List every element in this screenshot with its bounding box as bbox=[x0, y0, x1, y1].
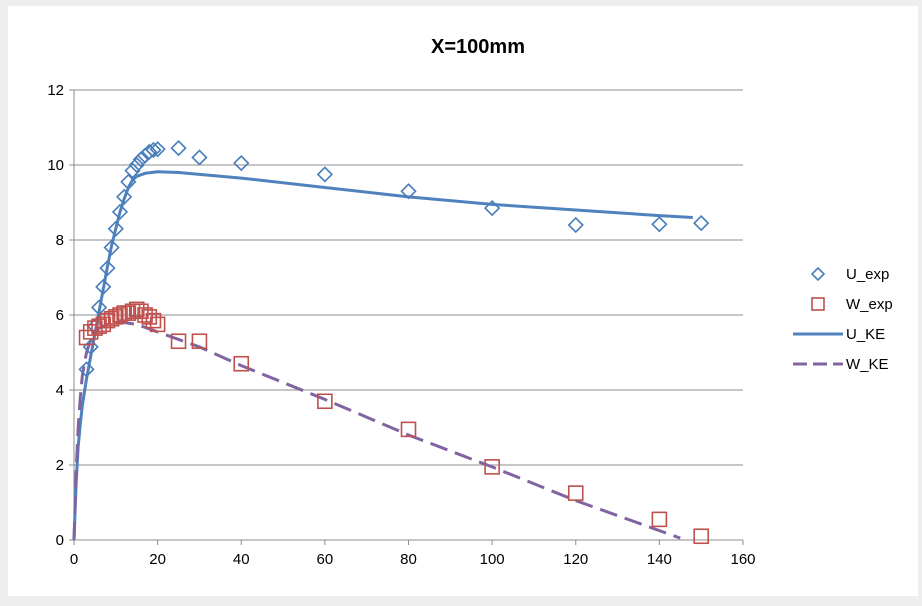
data-point bbox=[651, 216, 668, 233]
data-point bbox=[693, 528, 709, 545]
y-tick-label: 0 bbox=[56, 532, 64, 549]
data-point bbox=[108, 309, 124, 325]
legend-label: W_KE bbox=[846, 356, 889, 373]
series-w-ke bbox=[72, 321, 681, 541]
data-point bbox=[120, 173, 137, 191]
data-point bbox=[95, 278, 112, 296]
data-point bbox=[132, 151, 150, 168]
data-point bbox=[191, 333, 208, 350]
data-point bbox=[233, 154, 250, 172]
data-point bbox=[133, 303, 149, 320]
x-tick-label: 160 bbox=[730, 551, 755, 568]
y-tick-label: 4 bbox=[56, 382, 64, 399]
data-point bbox=[99, 259, 116, 277]
data-point bbox=[120, 305, 137, 321]
legend-label: U_KE bbox=[846, 326, 885, 343]
data-point bbox=[78, 361, 95, 378]
legend-entry-w-exp: W_exp bbox=[811, 296, 893, 313]
chart-title: X=100mm bbox=[431, 36, 525, 58]
data-point bbox=[191, 149, 208, 166]
data-point bbox=[107, 220, 124, 237]
legend-label: U_exp bbox=[846, 266, 889, 283]
x-tick-label: 40 bbox=[233, 551, 250, 568]
x-tick-label: 140 bbox=[647, 551, 672, 568]
data-point bbox=[103, 239, 120, 256]
data-point bbox=[149, 316, 166, 333]
data-point bbox=[124, 162, 141, 179]
x-tick-label: 120 bbox=[563, 551, 588, 568]
x-tick-label: 0 bbox=[70, 551, 78, 568]
data-point bbox=[693, 214, 710, 232]
data-point bbox=[483, 199, 501, 217]
series-w-exp bbox=[78, 301, 709, 545]
y-tick-label: 10 bbox=[47, 157, 64, 174]
series-u-ke bbox=[72, 170, 693, 541]
data-point bbox=[567, 216, 584, 234]
data-point bbox=[170, 333, 187, 350]
data-point bbox=[112, 307, 128, 323]
legend-entry-u-ke: U_KE bbox=[793, 326, 885, 343]
line-w-ke bbox=[72, 321, 681, 541]
series-u-exp bbox=[78, 139, 710, 378]
chart-area: X=100mm 0 2 4 6 8 10 12 0 20 40 60 80 100 120 140 160 U… bbox=[8, 6, 918, 596]
data-point bbox=[400, 183, 417, 200]
x-tick-label: 60 bbox=[317, 551, 334, 568]
data-point bbox=[141, 143, 158, 161]
data-point bbox=[128, 156, 145, 174]
legend: U_exp W_exp U_KE W_KE bbox=[793, 266, 893, 373]
data-point bbox=[484, 459, 500, 475]
data-point bbox=[317, 393, 333, 410]
data-point bbox=[316, 166, 334, 183]
legend-entry-w-ke: W_KE bbox=[793, 356, 889, 373]
y-tick-label: 12 bbox=[47, 82, 64, 99]
data-point bbox=[651, 511, 668, 528]
legend-swatch bbox=[810, 266, 826, 282]
data-point bbox=[149, 141, 166, 158]
x-tick-label: 20 bbox=[149, 551, 166, 568]
data-point bbox=[233, 355, 250, 372]
data-point bbox=[170, 139, 187, 157]
data-point bbox=[567, 485, 584, 501]
data-point bbox=[116, 188, 133, 206]
grid-layer bbox=[74, 89, 743, 466]
data-point bbox=[103, 310, 120, 327]
data-point bbox=[145, 141, 162, 159]
legend-entry-u-exp: U_exp bbox=[810, 266, 889, 283]
y-tick-label: 6 bbox=[56, 307, 64, 324]
series-layer bbox=[72, 139, 710, 545]
y-tick-label: 2 bbox=[56, 457, 64, 474]
data-point bbox=[99, 312, 116, 329]
data-point bbox=[145, 312, 162, 329]
data-point bbox=[90, 299, 108, 316]
legend-label: W_exp bbox=[846, 296, 893, 313]
data-point bbox=[124, 303, 141, 320]
x-tick-label: 100 bbox=[480, 551, 505, 568]
line-u-ke bbox=[72, 170, 693, 541]
data-point bbox=[78, 329, 95, 346]
legend-swatch bbox=[811, 297, 825, 311]
y-tick-label: 8 bbox=[56, 232, 64, 249]
data-point bbox=[400, 421, 417, 438]
data-point bbox=[137, 307, 153, 323]
x-tick-label: 80 bbox=[400, 551, 417, 568]
data-point bbox=[111, 203, 129, 221]
